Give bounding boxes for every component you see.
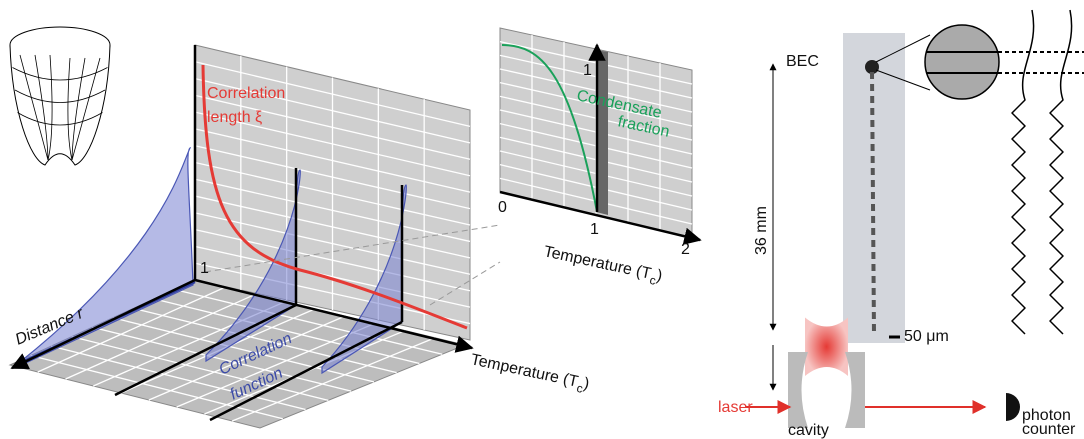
condensate-curve (501, 44, 598, 213)
inset-temperature-axis: Temperature (Tc) (541, 243, 663, 289)
curve-label: length ξ (207, 109, 262, 126)
mirror (788, 352, 808, 428)
axis (194, 278, 474, 353)
back-wall-grid (194, 111, 471, 177)
floor-grid (30, 354, 283, 420)
magnifier (924, 24, 1000, 100)
bowl-ring (17, 112, 103, 126)
back-wall-grid (194, 94, 471, 160)
wall-tick: 1 (200, 260, 209, 277)
back-wall-grid (194, 145, 471, 210)
cavity-label: cavity (788, 422, 829, 439)
inset-x-tick: 0 (498, 199, 507, 216)
bec-label: BEC (786, 53, 819, 70)
wave (1049, 9, 1073, 335)
axis-text: Temperature (T (542, 243, 653, 282)
back-wall-grid (194, 212, 471, 275)
layout (8, 9, 1084, 429)
detector (1006, 393, 1020, 421)
floor-grid (148, 315, 346, 401)
link (875, 34, 931, 63)
bowl-meridian (47, 54, 53, 161)
back-wall-grid (194, 229, 471, 292)
bowl-meridian (71, 57, 101, 161)
floor-grid (174, 288, 443, 355)
back-wall-grid (194, 245, 471, 308)
bowl (9, 44, 111, 166)
image-strip (843, 33, 905, 343)
floor-line (209, 320, 403, 422)
axis-text: ) (655, 267, 664, 285)
floor-grid (153, 298, 420, 365)
floor-grid (71, 336, 329, 401)
inset-y-tick: 1 (583, 62, 592, 79)
axis (10, 278, 196, 370)
laser-label: laser (718, 399, 753, 416)
floor-grid (112, 317, 375, 383)
back-wall-grid (194, 262, 471, 325)
floor-grid (65, 293, 256, 380)
inset-x-tick: 1 (590, 221, 599, 238)
scale-bar-label: 50 μm (904, 328, 949, 345)
axis-text: Temperature (T (469, 351, 580, 390)
detector-label: photon (1022, 407, 1071, 424)
bec-spot (865, 60, 879, 74)
floor-grid (176, 322, 376, 408)
floor-grid (50, 345, 306, 411)
inset-bar (596, 50, 608, 215)
back-wall-grid (194, 61, 471, 128)
floor-grid (231, 337, 436, 422)
bowl-ring (12, 67, 108, 81)
back-wall-grid (194, 161, 471, 226)
temperature-axis: Temperature (Tc) (468, 351, 590, 397)
bowl-meridian (67, 57, 73, 161)
bowl-meridian (34, 54, 49, 161)
mirror (845, 352, 865, 428)
link (429, 261, 501, 306)
axis-text: ) (582, 375, 591, 393)
detector-label: counter (1022, 421, 1076, 438)
floor-grid (133, 307, 397, 374)
floor-line (114, 303, 297, 397)
bowl-meridian (19, 54, 49, 161)
link (875, 69, 931, 91)
back-wall-grid (194, 77, 471, 144)
inset-x-tick: 2 (681, 241, 690, 258)
curve-label: Correlation (207, 85, 285, 102)
back-wall-grid (194, 195, 471, 259)
height-label: 36 mm (753, 206, 770, 255)
floor-grid (92, 326, 352, 392)
inset-axis (499, 190, 702, 245)
correlation-length-curve (201, 64, 468, 330)
atom-chain (870, 71, 876, 336)
bowl-meridian (71, 57, 86, 161)
wave (1011, 9, 1035, 335)
bowl-ring (14, 89, 106, 103)
back-wall-grid (194, 128, 471, 193)
axis-sub: c (575, 381, 584, 396)
floor-grid (37, 286, 226, 373)
back-wall-grid (194, 178, 471, 243)
beam (805, 317, 848, 377)
axis-sub: c (648, 273, 657, 288)
